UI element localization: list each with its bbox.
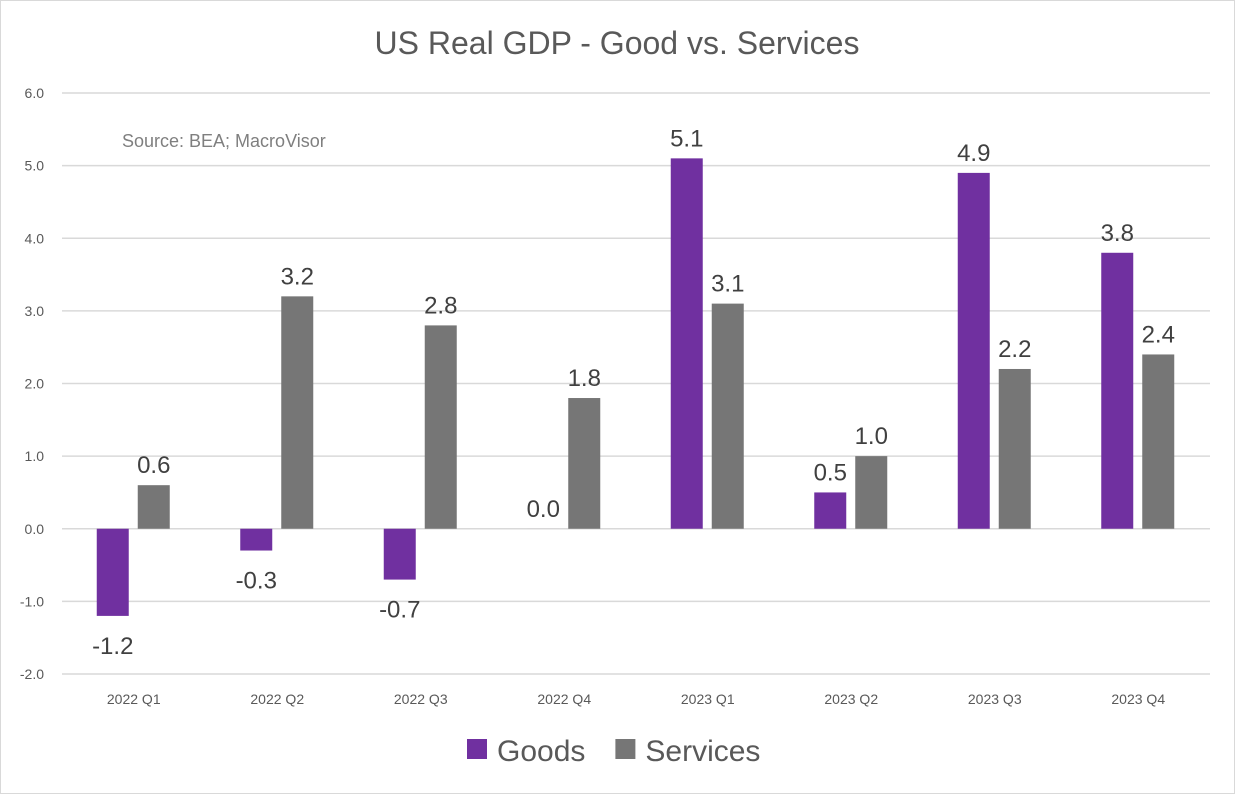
y-tick-label: 4.0	[25, 230, 45, 246]
y-tick-label: 5.0	[25, 158, 45, 174]
data-label: -0.7	[379, 597, 420, 624]
legend-swatch-services	[615, 739, 636, 759]
y-tick-label: -1.0	[20, 593, 44, 609]
bar-goods	[670, 158, 703, 529]
y-tick-label: 1.0	[25, 448, 45, 464]
data-label: 1.0	[855, 423, 888, 450]
data-label: 0.6	[137, 452, 170, 479]
bar-services	[1142, 354, 1175, 529]
bar-goods	[814, 492, 847, 529]
legend-label-goods: Goods	[497, 735, 585, 768]
x-tick-label: 2023 Q2	[824, 691, 878, 707]
bar-services	[137, 485, 170, 529]
bar-goods	[96, 528, 129, 616]
bar-goods	[240, 528, 273, 551]
x-tick-label: 2023 Q1	[681, 691, 735, 707]
source-annotation: Source: BEA; MacroVisor	[122, 131, 326, 151]
x-tick-label: 2022 Q4	[537, 691, 591, 707]
data-label: 2.4	[1142, 321, 1175, 348]
data-label: 2.2	[998, 336, 1031, 363]
bar-goods	[383, 528, 416, 580]
data-label: 5.1	[670, 125, 703, 152]
data-label: -1.2	[92, 633, 133, 660]
data-label: -0.3	[236, 568, 277, 595]
bar-services	[998, 368, 1031, 529]
data-label: 3.8	[1101, 220, 1134, 247]
y-tick-label: 6.0	[25, 85, 45, 101]
x-tick-label: 2023 Q4	[1111, 691, 1165, 707]
x-tick-label: 2023 Q3	[968, 691, 1022, 707]
data-label: 0.0	[527, 496, 560, 523]
bar-services	[711, 303, 744, 529]
data-label: 2.8	[424, 292, 457, 319]
chart-title: US Real GDP - Good vs. Services	[375, 25, 860, 61]
x-tick-label: 2022 Q3	[394, 691, 448, 707]
bar-services	[568, 398, 601, 529]
bar-services	[855, 456, 888, 529]
y-tick-label: -2.0	[20, 666, 44, 682]
x-tick-label: 2022 Q1	[107, 691, 161, 707]
legend-label-services: Services	[645, 735, 760, 768]
bar-services	[424, 325, 457, 529]
x-tick-label: 2022 Q2	[250, 691, 304, 707]
data-label: 1.8	[568, 365, 601, 392]
data-label: 0.5	[814, 459, 847, 486]
bar-goods	[1101, 252, 1134, 529]
data-label: 3.1	[711, 271, 744, 298]
y-tick-label: 0.0	[25, 521, 45, 537]
data-label: 3.2	[281, 263, 314, 290]
y-tick-label: 3.0	[25, 303, 45, 319]
data-label: 4.9	[957, 140, 990, 167]
y-tick-label: 2.0	[25, 376, 45, 392]
legend-swatch-goods	[467, 739, 487, 759]
bar-goods	[957, 172, 990, 529]
bar-services	[281, 296, 314, 529]
